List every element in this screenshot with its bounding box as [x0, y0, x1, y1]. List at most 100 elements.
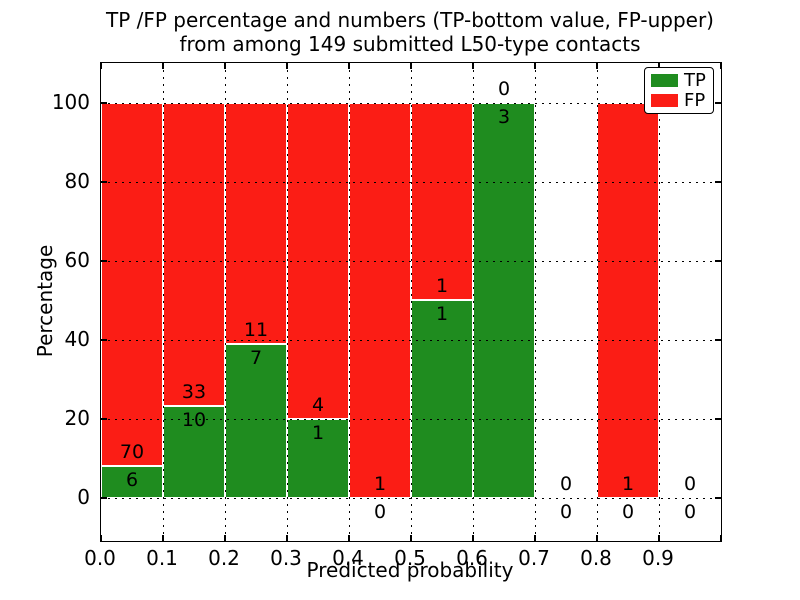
- chart-title-line1: TP /FP percentage and numbers (TP-bottom…: [106, 8, 714, 32]
- tp-bar-segment: [163, 405, 225, 498]
- tp-bar-segment: [411, 300, 473, 498]
- x-tick-mark: [720, 535, 722, 541]
- x-tick-mark: [596, 535, 598, 541]
- x-tick-label: 0.7: [518, 546, 550, 570]
- tp-bar-segment: [101, 466, 163, 498]
- tp-count-label: 6: [125, 469, 139, 492]
- x-tick-mark: [658, 535, 660, 541]
- x-tick-mark: [534, 535, 536, 541]
- x-tick-label: 0.8: [580, 546, 612, 570]
- x-tick-mark: [348, 535, 350, 541]
- legend-entry-fp: FP: [651, 90, 707, 111]
- fp-count-label: 1: [373, 472, 387, 495]
- y-tick-mark: [715, 417, 721, 420]
- x-tick-mark: [410, 63, 412, 69]
- x-tick-label: 0.6: [456, 546, 488, 570]
- x-tick-mark: [100, 63, 102, 69]
- tp-legend-swatch-icon: [651, 74, 678, 87]
- x-tick-mark: [472, 535, 474, 541]
- legend-entry-tp: TP: [651, 70, 707, 91]
- x-tick-mark: [534, 63, 536, 69]
- x-gridline: [597, 63, 598, 541]
- y-tick-label: 60: [64, 247, 90, 272]
- x-gridline: [535, 63, 536, 541]
- x-gridline: [225, 63, 226, 541]
- fp-count-label: 70: [119, 441, 145, 464]
- fp-bar-segment: [101, 102, 163, 467]
- y-tick-mark: [715, 496, 721, 499]
- fp-count-label: 1: [435, 275, 449, 298]
- x-tick-mark: [224, 535, 226, 541]
- x-tick-mark: [286, 63, 288, 69]
- tp-legend-label: TP: [684, 70, 706, 91]
- tp-count-label: 0: [559, 500, 573, 523]
- legend: TP FP: [644, 67, 714, 114]
- x-tick-mark: [472, 63, 474, 69]
- tp-count-label: 0: [621, 500, 635, 523]
- fp-count-label: 1: [621, 472, 635, 495]
- chart-title-line2: from among 149 submitted L50-type contac…: [179, 32, 641, 56]
- fp-count-label: 0: [497, 77, 511, 100]
- x-gridline: [349, 63, 350, 541]
- y-tick-mark: [101, 496, 107, 499]
- x-gridline: [659, 63, 660, 541]
- fp-bar-segment: [163, 102, 225, 406]
- fp-count-label: 4: [311, 393, 325, 416]
- x-tick-mark: [658, 63, 660, 69]
- x-tick-label: 0.1: [146, 546, 178, 570]
- tp-count-label: 0: [373, 500, 387, 523]
- y-tick-label: 100: [51, 89, 90, 114]
- fp-count-label: 0: [559, 472, 573, 495]
- x-gridline: [473, 63, 474, 541]
- fp-legend-label: FP: [684, 90, 706, 111]
- fp-count-label: 33: [181, 380, 207, 403]
- y-tick-mark: [101, 180, 107, 183]
- y-tick-mark: [101, 101, 107, 104]
- tp-bar-segment: [287, 418, 349, 498]
- x-tick-mark: [348, 63, 350, 69]
- x-gridline: [163, 63, 164, 541]
- fp-count-label: 11: [243, 318, 269, 341]
- y-tick-label: 0: [77, 484, 90, 509]
- x-tick-mark: [596, 63, 598, 69]
- x-tick-mark: [720, 63, 722, 69]
- x-tick-label: 0.5: [394, 546, 426, 570]
- fp-bar-segment: [349, 102, 411, 498]
- y-tick-label: 20: [64, 405, 90, 430]
- x-tick-mark: [162, 63, 164, 69]
- fp-bar-segment: [225, 102, 287, 344]
- y-tick-mark: [101, 259, 107, 262]
- fp-count-label: 0: [683, 472, 697, 495]
- y-tick-mark: [101, 338, 107, 341]
- x-tick-mark: [224, 63, 226, 69]
- y-tick-mark: [715, 338, 721, 341]
- tp-bar-segment: [473, 102, 535, 498]
- tp-count-label: 1: [311, 421, 325, 444]
- x-tick-mark: [100, 535, 102, 541]
- x-tick-label: 0.4: [332, 546, 364, 570]
- x-gridline: [411, 63, 412, 541]
- y-tick-label: 40: [64, 326, 90, 351]
- x-tick-label: 0.0: [84, 546, 116, 570]
- fp-bar-segment: [597, 102, 659, 498]
- fp-legend-swatch-icon: [651, 94, 678, 107]
- fp-bar-segment: [411, 102, 473, 301]
- tp-count-label: 1: [435, 303, 449, 326]
- tp-count-label: 7: [249, 346, 263, 369]
- y-tick-mark: [715, 259, 721, 262]
- x-tick-mark: [410, 535, 412, 541]
- plot-area: 70 6 33 10 11 7 4 1 1 0 1 1 0 3 0 0 1 0 0 0: [100, 62, 722, 542]
- y-tick-mark: [715, 101, 721, 104]
- tp-count-label: 0: [683, 500, 697, 523]
- tp-count-label: 3: [497, 105, 511, 128]
- y-tick-mark: [715, 180, 721, 183]
- tp-count-label: 10: [181, 408, 207, 431]
- x-tick-label: 0.2: [208, 546, 240, 570]
- x-gridline: [287, 63, 288, 541]
- chart-title: TP /FP percentage and numbers (TP-bottom…: [100, 8, 720, 56]
- x-tick-label: 0.3: [270, 546, 302, 570]
- y-tick-label: 80: [64, 168, 90, 193]
- x-tick-label: 0.9: [642, 546, 674, 570]
- x-tick-mark: [162, 535, 164, 541]
